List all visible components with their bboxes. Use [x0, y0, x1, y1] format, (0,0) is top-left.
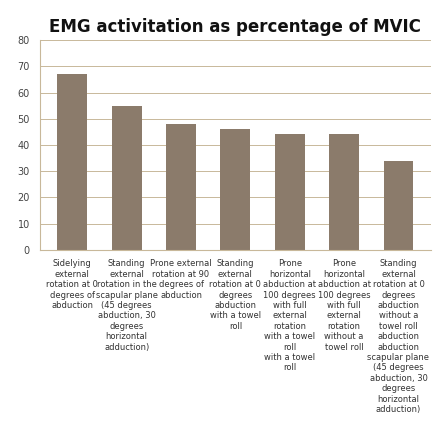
- Bar: [384, 161, 414, 250]
- Bar: [220, 129, 250, 250]
- Bar: [112, 106, 142, 250]
- Bar: [166, 124, 196, 250]
- Bar: [275, 134, 304, 250]
- Title: EMG activitation as percentage of MVIC: EMG activitation as percentage of MVIC: [49, 18, 422, 36]
- Bar: [57, 74, 87, 250]
- Bar: [329, 134, 359, 250]
